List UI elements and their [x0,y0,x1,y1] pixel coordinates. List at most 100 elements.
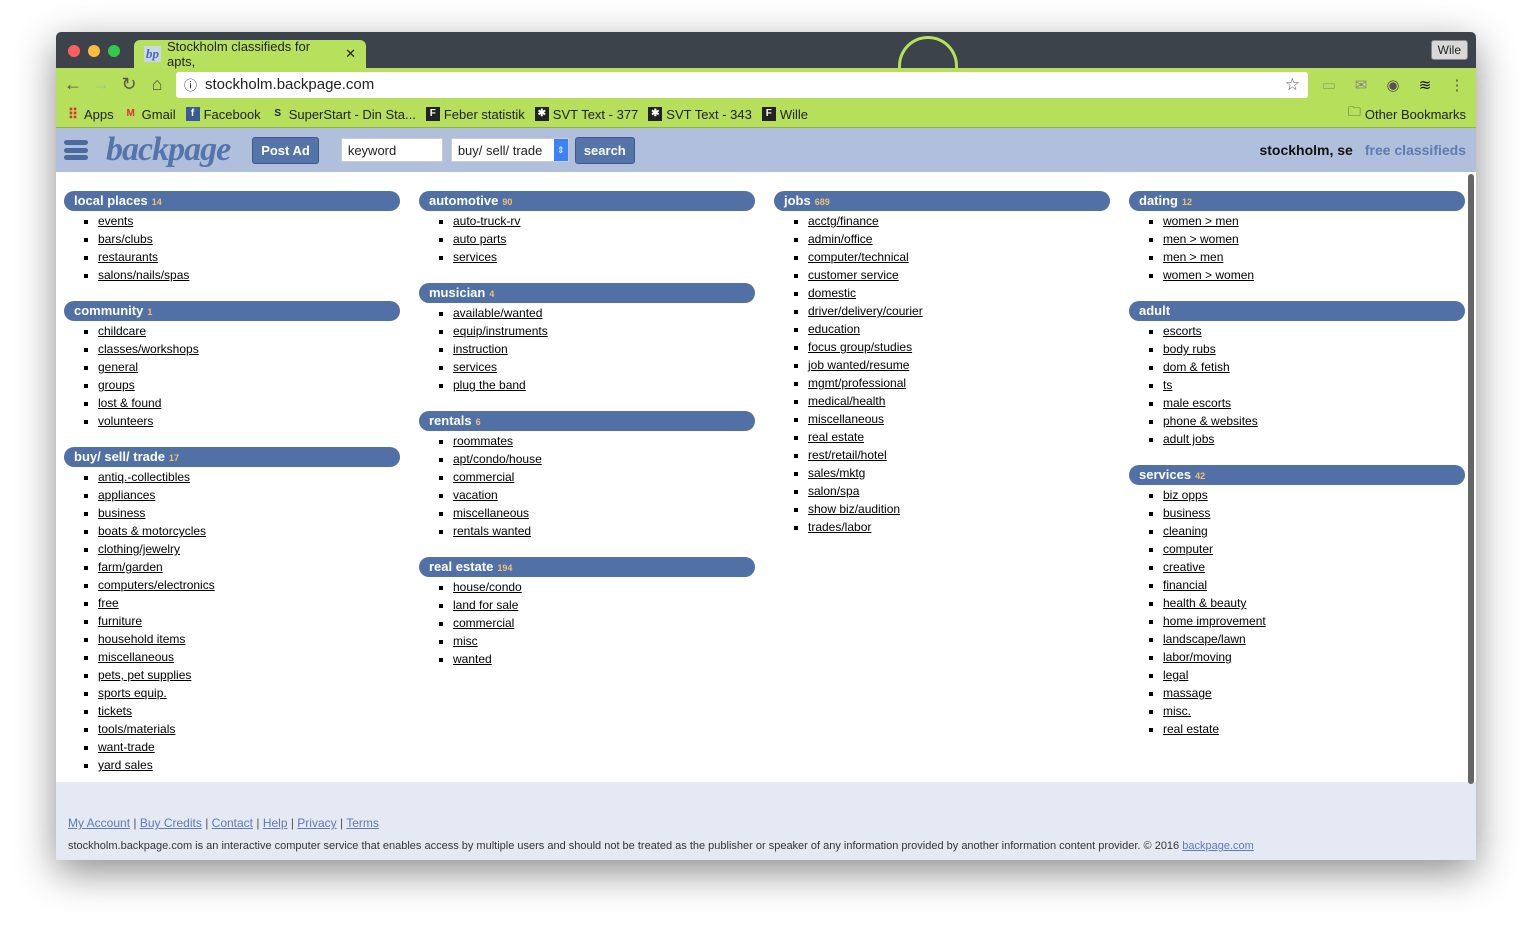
close-window-button[interactable] [68,45,80,57]
footer-link[interactable]: My Account [68,816,131,830]
subcategory-link[interactable]: landscape/lawn [1163,632,1246,646]
subcategory-link[interactable]: ts [1163,378,1173,392]
subcategory-link[interactable]: women > men [1163,214,1239,228]
subcategory-link[interactable]: admin/office [808,232,873,246]
subcategory-link[interactable]: adult jobs [1163,432,1215,446]
section-header[interactable]: buy/ sell/ trade 17 [64,447,400,467]
search-button[interactable]: search [574,136,635,164]
footer-link[interactable]: Contact [211,816,254,830]
subcategory-link[interactable]: cleaning [1163,524,1208,538]
subcategory-link[interactable]: escorts [1163,324,1202,338]
minimize-window-button[interactable] [88,45,100,57]
section-header[interactable]: community 1 [64,301,400,321]
subcategory-link[interactable]: domestic [808,286,857,300]
subcategory-link[interactable]: house/condo [453,580,522,594]
hamburger-menu-icon[interactable] [64,140,88,160]
address-bar[interactable]: ⓘ stockholm.backpage.com ☆ [176,71,1308,98]
subcategory-link[interactable]: auto-truck-rv [453,214,521,228]
browser-tab[interactable]: bp Stockholm classifieds for apts, ✕ [134,39,366,69]
subcategory-link[interactable]: services [453,360,498,374]
subcategory-link[interactable]: education [808,322,861,336]
bookmark-item[interactable]: F Feber statistik [425,107,525,122]
subcategory-link[interactable]: services [453,250,498,264]
bookmark-item[interactable]: f Facebook [185,107,261,122]
subcategory-link[interactable]: classes/workshops [98,342,199,356]
subcategory-link[interactable]: home improvement [1163,614,1266,628]
subcategory-link[interactable]: men > women [1163,232,1239,246]
forward-icon[interactable]: → [92,74,110,94]
subcategory-link[interactable]: focus group/studies [808,340,913,354]
subcategory-link[interactable]: labor/moving [1163,650,1232,664]
reload-icon[interactable]: ↻ [121,74,137,94]
subcategory-link[interactable]: boats & motorcycles [98,524,207,538]
subcategory-link[interactable]: instruction [453,342,508,356]
subcategory-link[interactable]: medical/health [808,394,886,408]
subcategory-link[interactable]: driver/delivery/courier [808,304,923,318]
subcategory-link[interactable]: wanted [453,652,492,666]
subcategory-link[interactable]: business [1163,506,1211,520]
subcategory-link[interactable]: customer service [808,268,899,282]
subcategory-link[interactable]: acctg/finance [808,214,879,228]
subcategory-link[interactable]: land for sale [453,598,519,612]
bookmark-item[interactable]: M Gmail [124,107,175,122]
section-header[interactable]: real estate 194 [419,557,755,577]
subcategory-link[interactable]: body rubs [1163,342,1216,356]
footer-link[interactable]: Help [262,816,288,830]
subcategory-link[interactable]: volunteers [98,414,154,428]
subcategory-link[interactable]: misc. [1163,704,1191,718]
subcategory-link[interactable]: tools/materials [98,722,176,736]
subcategory-link[interactable]: restaurants [98,250,159,264]
subcategory-link[interactable]: biz opps [1163,488,1208,502]
subcategory-link[interactable]: show biz/audition [808,502,901,516]
subcategory-link[interactable]: computer [1163,542,1214,556]
subcategory-link[interactable]: computers/electronics [98,578,215,592]
subcategory-link[interactable]: appliances [98,488,156,502]
subcategory-link[interactable]: vacation [453,488,498,502]
subcategory-link[interactable]: trades/labor [808,520,872,534]
category-select[interactable]: buy/ sell/ trade ⇕ [450,138,569,162]
subcategory-link[interactable]: real estate [1163,722,1220,736]
subcategory-link[interactable]: plug the band [453,378,526,392]
subcategory-link[interactable]: sales/mktg [808,466,866,480]
bookmark-item[interactable]: S SuperStart - Din Sta... [271,107,416,122]
section-header[interactable]: musician 4 [419,283,755,303]
subcategory-link[interactable]: real estate [808,430,865,444]
section-header[interactable]: automotive 90 [419,191,755,211]
subcategory-link[interactable]: apt/condo/house [453,452,542,466]
subcategory-link[interactable]: auto parts [453,232,507,246]
subcategory-link[interactable]: misc [453,634,478,648]
subcategory-link[interactable]: massage [1163,686,1212,700]
menu-kebab-icon[interactable]: ⋮ [1449,76,1465,94]
subcategory-link[interactable]: lost & found [98,396,162,410]
subcategory-link[interactable]: sports equip. [98,686,167,700]
close-tab-icon[interactable]: ✕ [345,46,356,61]
bookmark-item[interactable]: ⠿ Apps [66,107,114,122]
cast-icon[interactable]: ▭ [1321,76,1337,94]
subcategory-link[interactable]: clothing/jewelry [98,542,181,556]
post-ad-button[interactable]: Post Ad [252,136,319,164]
subcategory-link[interactable]: commercial [453,470,515,484]
subcategory-link[interactable]: available/wanted [453,306,543,320]
subcategory-link[interactable]: phone & websites [1163,414,1258,428]
subcategory-link[interactable]: women > women [1163,268,1255,282]
subcategory-link[interactable]: equip/instruments [453,324,548,338]
subcategory-link[interactable]: health & beauty [1163,596,1247,610]
back-icon[interactable]: ← [64,74,82,94]
subcategory-link[interactable]: creative [1163,560,1206,574]
backpage-link[interactable]: backpage.com [1182,840,1254,852]
scrollbar[interactable] [1468,174,1474,784]
subcategory-link[interactable]: rest/retail/hotel [808,448,887,462]
bookmark-item[interactable]: ✱ SVT Text - 377 [534,107,638,122]
subcategory-link[interactable]: childcare [98,324,147,338]
footer-link[interactable]: Buy Credits [139,816,202,830]
section-header[interactable]: jobs 689 [774,191,1110,211]
subcategory-link[interactable]: free [98,596,119,610]
profile-button[interactable]: Wile [1430,40,1468,60]
subcategory-link[interactable]: general [98,360,139,374]
section-header[interactable]: adult [1129,301,1465,321]
subcategory-link[interactable]: groups [98,378,135,392]
bookmark-item[interactable]: ✱ SVT Text - 343 [648,107,752,122]
footer-link[interactable]: Terms [346,816,379,830]
subcategory-link[interactable]: men > men [1163,250,1224,264]
home-icon[interactable]: ⌂ [151,74,163,94]
